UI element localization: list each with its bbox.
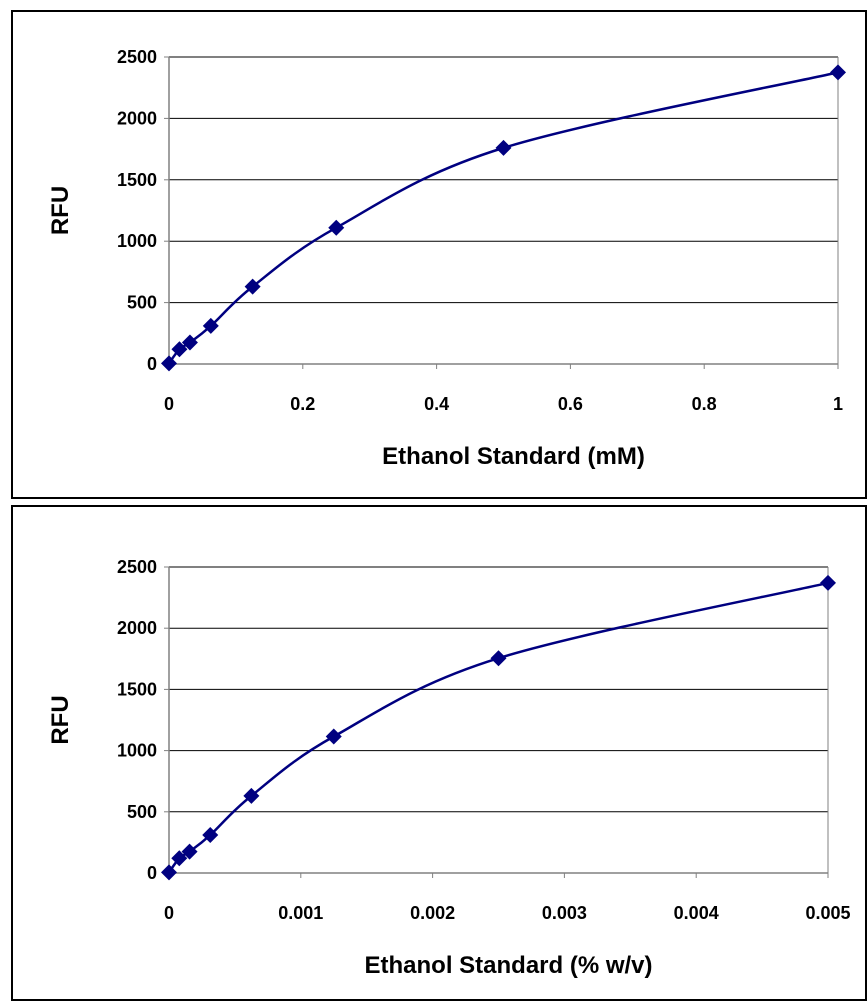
data-point-marker bbox=[161, 864, 177, 881]
y-tick-label: 1500 bbox=[117, 679, 157, 699]
x-tick-label: 0.002 bbox=[410, 903, 455, 923]
data-point-marker bbox=[820, 574, 836, 591]
x-tick-label: 0.8 bbox=[692, 394, 717, 414]
chart-panel-percent: 0 500 1000 1500 2000 2500 0 0.001 0.002 0.003 0.00… bbox=[11, 505, 867, 1001]
x-tick-label: 0.6 bbox=[558, 394, 583, 414]
y-tick-label: 1000 bbox=[117, 741, 157, 761]
y-tick-label: 1500 bbox=[117, 170, 157, 190]
y-tick-label: 500 bbox=[127, 802, 157, 822]
data-point-marker bbox=[161, 355, 177, 372]
y-axis-title: RFU bbox=[47, 695, 74, 744]
chart-panel-mm: 0 500 1000 1500 2000 2500 0 0.2 0.4 0.6 0.8 1 Ethano… bbox=[11, 10, 867, 499]
data-point-marker bbox=[325, 728, 342, 745]
y-tick-label: 2000 bbox=[117, 108, 157, 128]
data-point-marker bbox=[181, 334, 198, 351]
data-point-marker bbox=[244, 278, 261, 295]
chart-svg-mm: 0 500 1000 1500 2000 2500 0 0.2 0.4 0.6 0.8 1 Ethano… bbox=[47, 47, 846, 470]
data-point-marker bbox=[181, 843, 198, 860]
data-point-marker bbox=[171, 341, 188, 358]
data-point-marker bbox=[202, 827, 219, 844]
data-point-marker bbox=[171, 850, 188, 867]
x-tick-label: 0 bbox=[164, 903, 174, 923]
x-tick-label: 0.004 bbox=[674, 903, 719, 923]
y-tick-label: 0 bbox=[147, 354, 157, 374]
y-tick-label: 2500 bbox=[117, 557, 157, 577]
y-tick-label: 0 bbox=[147, 863, 157, 883]
series-line bbox=[167, 581, 829, 874]
x-axis-title: Ethanol Standard (% w/v) bbox=[364, 952, 652, 979]
data-point-marker bbox=[490, 650, 507, 667]
x-tick-label: 0.001 bbox=[278, 903, 323, 923]
data-point-marker bbox=[243, 787, 260, 804]
x-tick-label: 0.003 bbox=[542, 903, 587, 923]
y-tick-label: 2500 bbox=[117, 47, 157, 67]
x-axis-title: Ethanol Standard (mM) bbox=[382, 443, 645, 470]
y-tick-label: 500 bbox=[127, 293, 157, 313]
x-tick-label: 0.2 bbox=[290, 394, 315, 414]
x-tick-label: 0.4 bbox=[424, 394, 449, 414]
y-tick-label: 1000 bbox=[117, 231, 157, 251]
x-tick-label: 1 bbox=[833, 394, 843, 414]
data-point-marker bbox=[202, 317, 219, 334]
data-point-marker bbox=[328, 219, 345, 236]
data-point-marker bbox=[830, 64, 846, 81]
series-line bbox=[167, 71, 839, 365]
x-tick-label: 0 bbox=[164, 394, 174, 414]
y-axis-title: RFU bbox=[47, 186, 74, 235]
chart-svg-percent: 0 500 1000 1500 2000 2500 0 0.001 0.002 0.003 0.00… bbox=[47, 557, 851, 979]
y-tick-label: 2000 bbox=[117, 618, 157, 638]
x-tick-label: 0.005 bbox=[805, 903, 850, 923]
data-point-marker bbox=[495, 139, 512, 156]
